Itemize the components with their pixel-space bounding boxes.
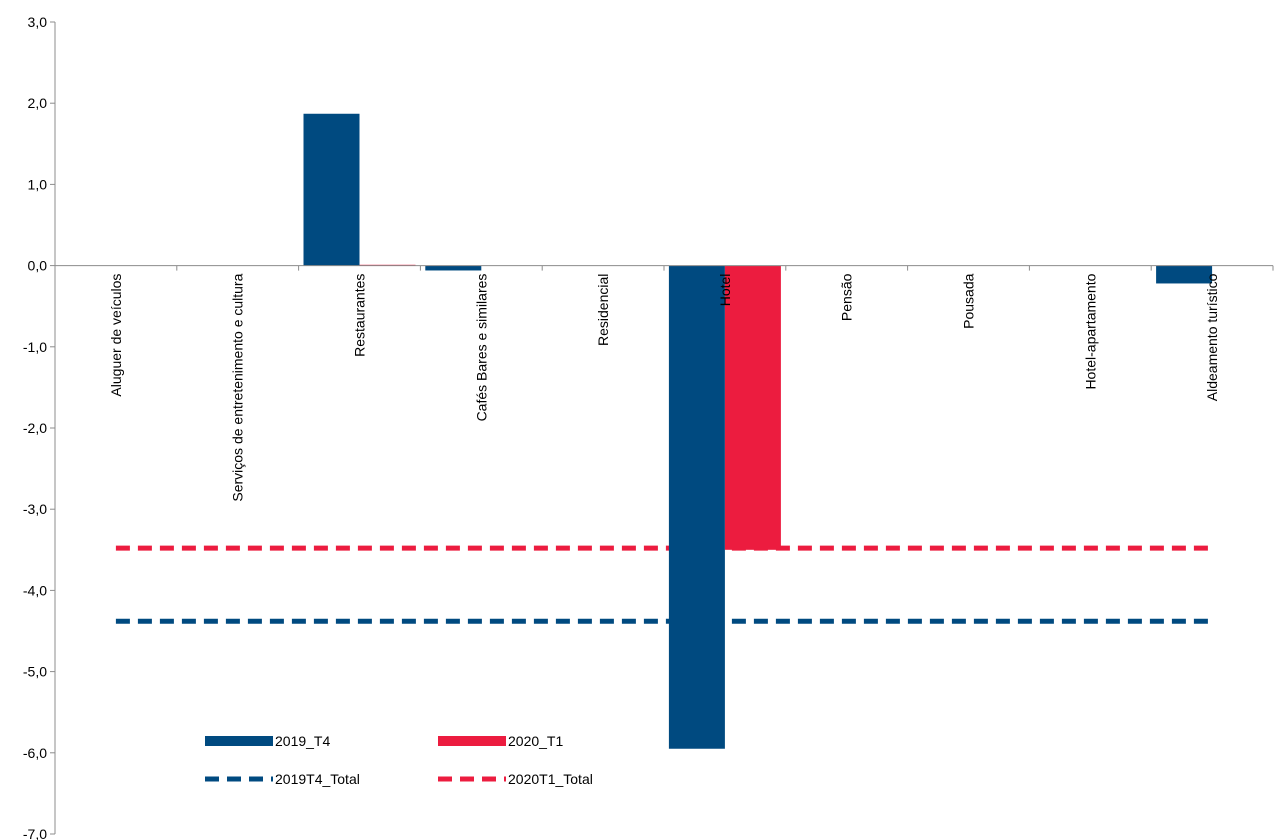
y-tick-label: -2,0 <box>23 420 47 436</box>
bar-2020_T1-5 <box>724 265 781 550</box>
bar-2019_T4-9 <box>1156 265 1213 284</box>
legend-swatch-2019_T4 <box>205 736 273 746</box>
category-label: Cafés Bares e similares <box>473 274 489 422</box>
legend-label-2020_T1: 2020_T1 <box>508 733 563 749</box>
category-label: Serviços de entretenimento e cultura <box>230 273 246 501</box>
legend-label-2019_T4: 2019_T4 <box>275 733 330 749</box>
legend-label-2019T4_Total: 2019T4_Total <box>275 771 360 787</box>
legend-label-2020T1_Total: 2020T1_Total <box>508 771 593 787</box>
bar-2019_T4-3 <box>425 265 482 271</box>
y-tick-label: 1,0 <box>28 176 48 192</box>
category-label: Residencial <box>595 274 611 346</box>
category-labels: Aluguer de veículos Serviços de entreteni… <box>108 273 1220 501</box>
category-label: Restaurantes <box>352 274 368 357</box>
category-label: Aluguer de veículos <box>108 274 124 397</box>
y-tick-label: -6,0 <box>23 745 47 761</box>
category-label: Hotel-apartamento <box>1082 273 1098 389</box>
legend-swatch-2020_T1 <box>438 736 506 746</box>
bar-2019_T4-2 <box>303 113 360 266</box>
category-label: Hotel <box>717 274 733 307</box>
y-tick-label: -4,0 <box>23 582 47 598</box>
bar-2019_T4-5 <box>668 265 725 749</box>
y-tick-label: 2,0 <box>28 95 48 111</box>
bars <box>303 113 1213 749</box>
y-tick-label: -3,0 <box>23 501 47 517</box>
y-tick-label: 3,0 <box>28 14 48 30</box>
y-tick-label: -5,0 <box>23 664 47 680</box>
axes: 3,0 2,0 1,0 0,0 -1,0 -2,0 -3,0 -4,0 -5,0 -6,0 -7,0 <box>23 14 1274 840</box>
y-tick-label: -1,0 <box>23 339 47 355</box>
legend: 2019_T4 2020_T1 2019T4_Total 2020T1_Total <box>205 733 593 787</box>
y-tick-label: 0,0 <box>28 258 48 274</box>
category-label: Pousada <box>961 273 977 328</box>
category-label: Pensão <box>839 273 855 321</box>
y-tick-label: -7,0 <box>23 826 47 840</box>
category-label: Aldeamento turístico <box>1204 273 1220 401</box>
reference-lines <box>115 545 1213 624</box>
